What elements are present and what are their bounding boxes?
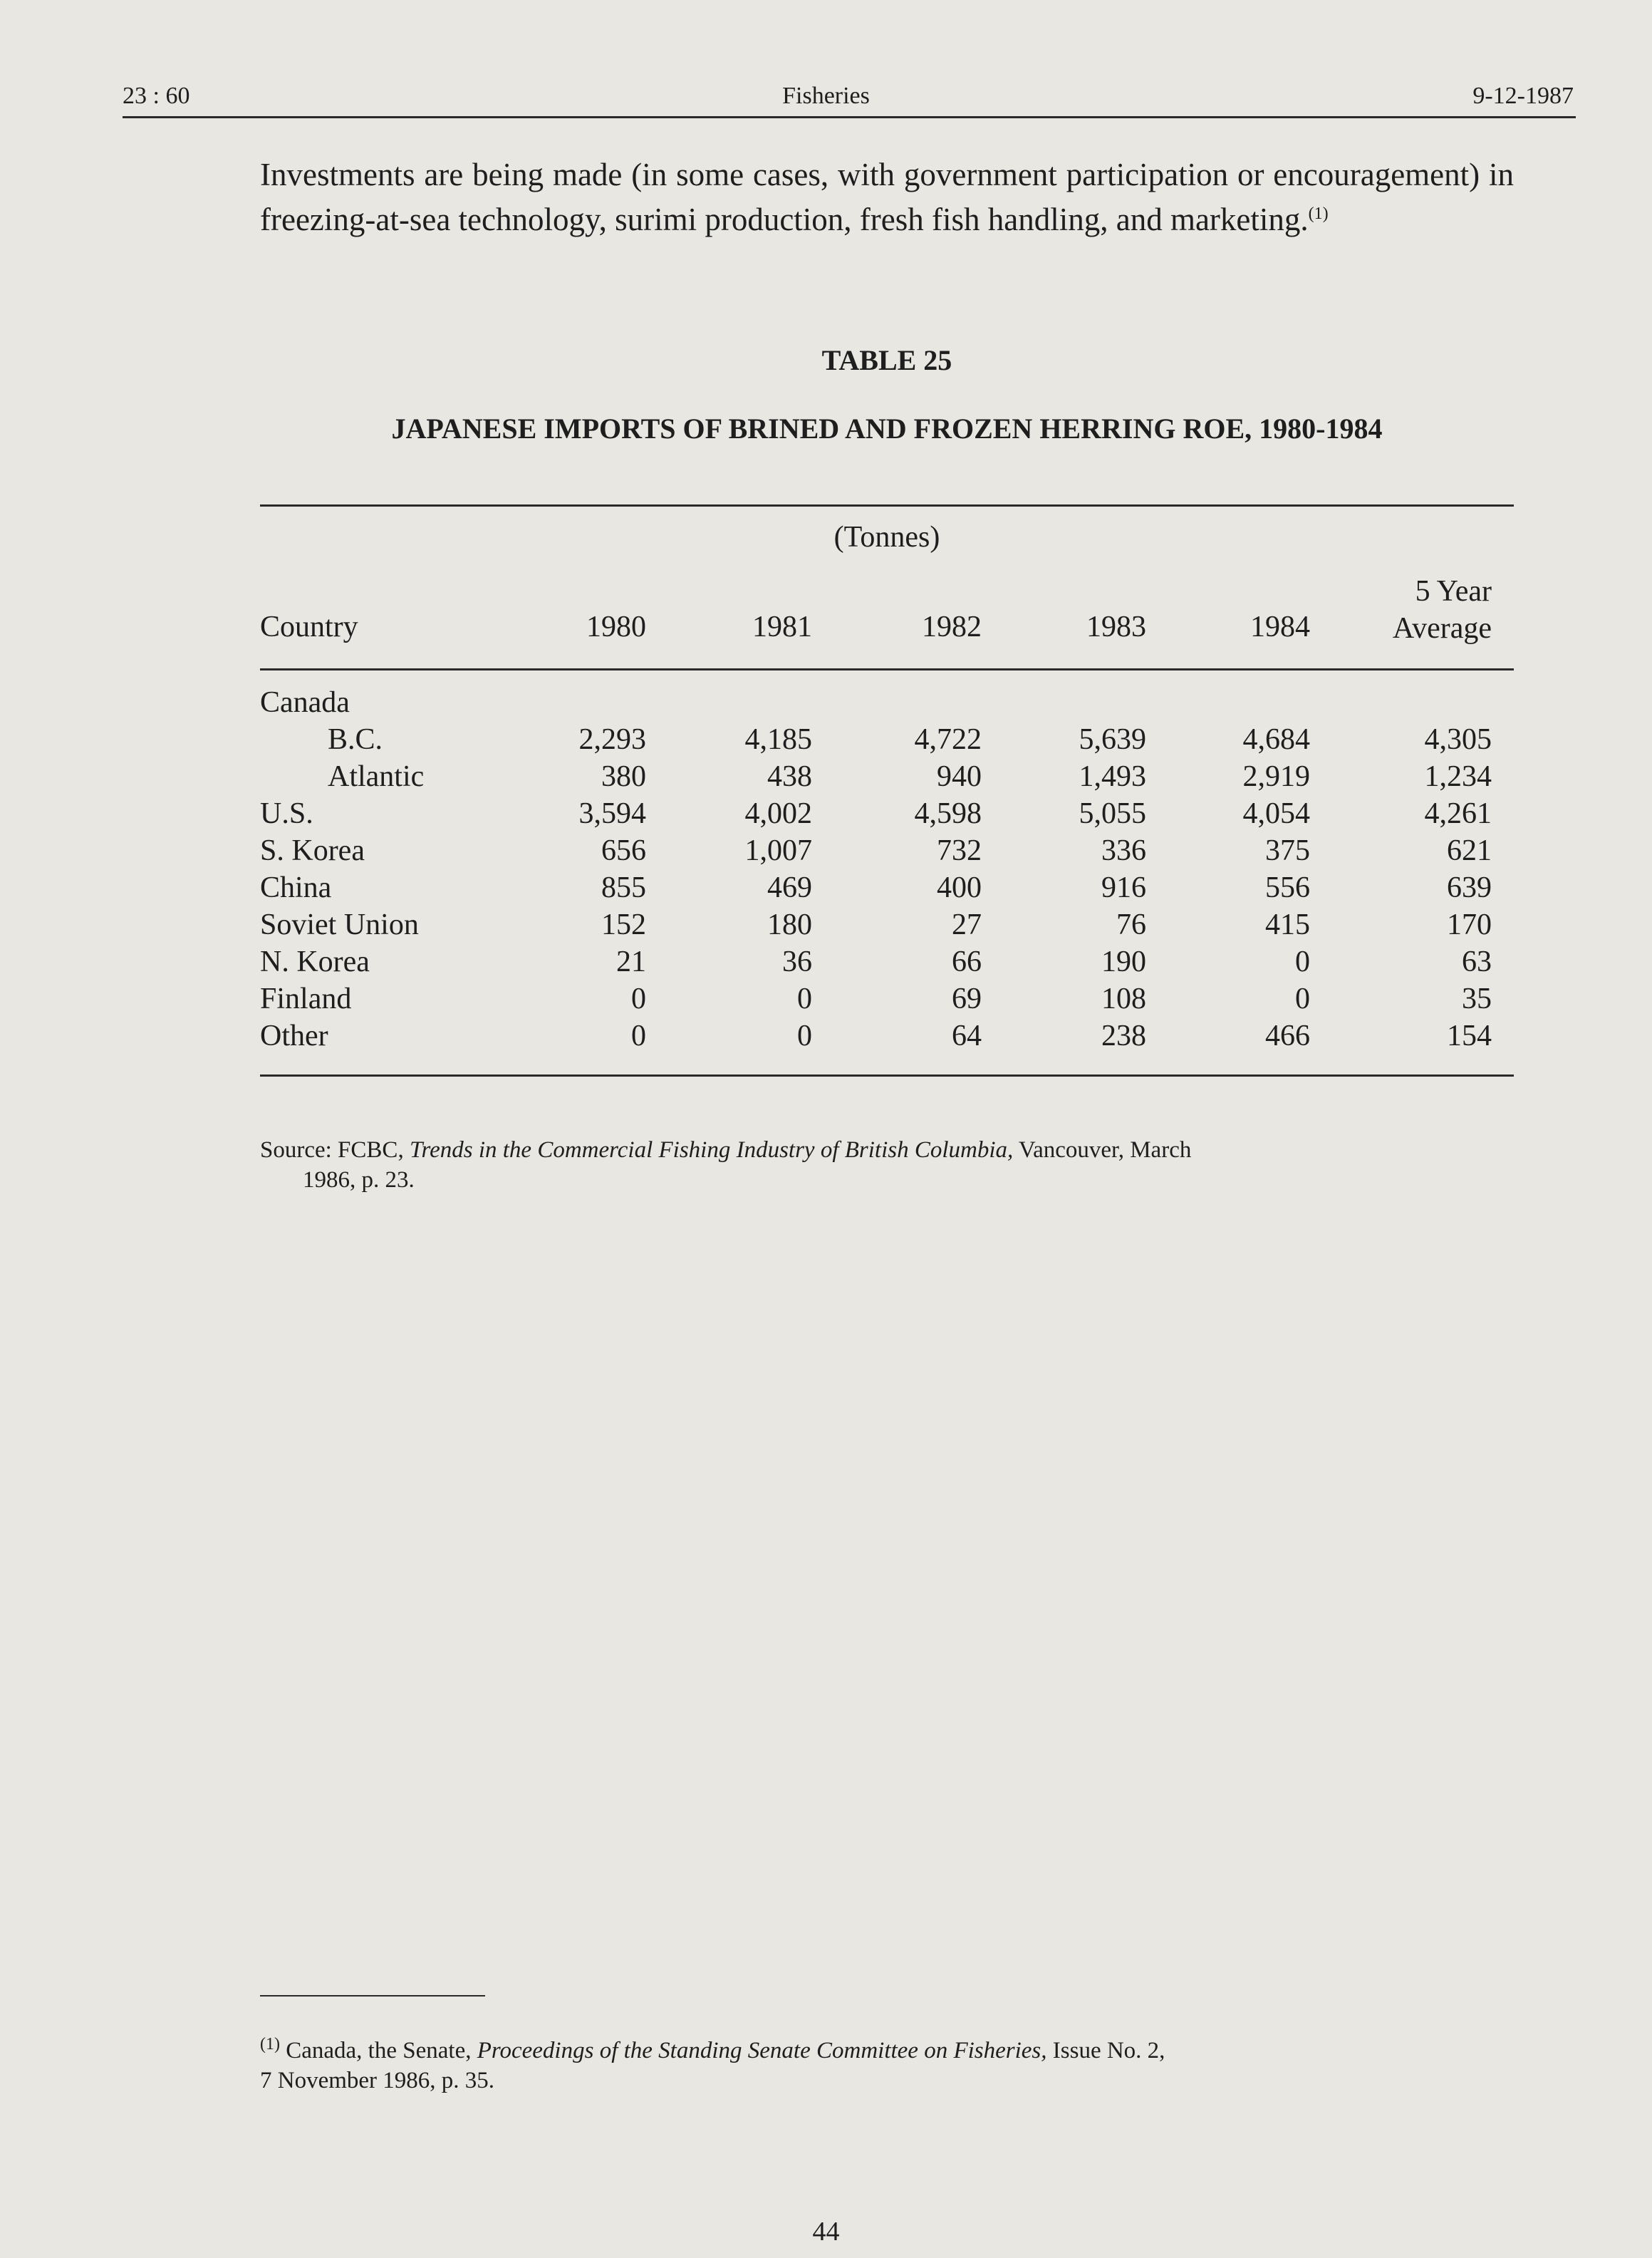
table-cell: 4,054 — [1242, 797, 1311, 830]
column-header-1980: 1980 — [586, 611, 646, 643]
table-cell: 27 — [952, 908, 982, 941]
footnote-prefix: Canada, the Senate, — [279, 2038, 477, 2063]
table-top-rule — [260, 504, 1514, 507]
table-cell: 0 — [797, 983, 812, 1015]
table-cell: 1,007 — [744, 834, 813, 867]
row-label: China — [260, 871, 332, 904]
row-label: Other — [260, 1020, 328, 1052]
table-cell: 35 — [1462, 983, 1492, 1015]
table-cell: 0 — [1295, 983, 1310, 1015]
table-cell: 916 — [1101, 871, 1146, 904]
table-cell: 556 — [1265, 871, 1310, 904]
table-cell: 4,722 — [914, 723, 982, 756]
table-cell: 2,919 — [1242, 760, 1311, 793]
column-header-1982: 1982 — [922, 611, 982, 643]
table-cell: 4,684 — [1242, 723, 1311, 756]
table-cell: 238 — [1101, 1020, 1146, 1052]
row-label: Canada — [260, 686, 350, 719]
header-page-ref: 23 : 60 — [123, 83, 190, 109]
table-cell: 336 — [1101, 834, 1146, 867]
table-cell: 0 — [631, 983, 646, 1015]
source-line2: 1986, p. 23. — [303, 1167, 415, 1193]
row-label: Finland — [260, 983, 352, 1015]
table-cell: 732 — [937, 834, 982, 867]
column-header-1981: 1981 — [752, 611, 812, 643]
table-cell: 5,639 — [1079, 723, 1147, 756]
row-label: Soviet Union — [260, 908, 419, 941]
table-cell: 375 — [1265, 834, 1310, 867]
footnote-suffix: Issue No. 2, — [1046, 2038, 1165, 2063]
table-cell: 180 — [767, 908, 812, 941]
body-text: Investments are being made (in some case… — [260, 157, 1514, 237]
table-cell: 855 — [601, 871, 646, 904]
table-cell: 0 — [631, 1020, 646, 1052]
table-cell: 64 — [952, 1020, 982, 1052]
table-cell: 380 — [601, 760, 646, 793]
footnote-line2: 7 November 1986, p. 35. — [260, 2068, 495, 2093]
row-label: U.S. — [260, 797, 313, 830]
table-cell: 170 — [1447, 908, 1492, 941]
table-cell: 152 — [601, 908, 646, 941]
source-suffix: Vancouver, March — [1013, 1137, 1192, 1163]
table-title: JAPANESE IMPORTS OF BRINED AND FROZEN HE… — [391, 413, 1383, 445]
table-cell: 69 — [952, 983, 982, 1015]
table-cell: 438 — [767, 760, 812, 793]
row-label: B.C. — [328, 723, 383, 756]
table-cell: 469 — [767, 871, 812, 904]
footnote-rule — [260, 1995, 485, 1997]
table-cell: 4,002 — [744, 797, 813, 830]
table-cell: 4,305 — [1424, 723, 1492, 756]
table-header-rule — [260, 668, 1514, 670]
row-label: Atlantic — [328, 760, 425, 793]
table-cell: 621 — [1447, 834, 1492, 867]
footnote-title: Proceedings of the Standing Senate Commi… — [477, 2038, 1047, 2063]
table-source: Source: FCBC, Trends in the Commercial F… — [260, 1135, 1514, 1195]
table-cell: 108 — [1101, 983, 1146, 1015]
table-cell: 656 — [601, 834, 646, 867]
table-cell: 639 — [1447, 871, 1492, 904]
column-header-country: Country — [260, 611, 358, 643]
column-header-1984: 1984 — [1250, 611, 1310, 643]
header-date: 9-12-1987 — [1472, 83, 1574, 109]
table-cell: 76 — [1116, 908, 1146, 941]
footnote-marker: (1) — [260, 2035, 280, 2054]
table-cell: 3,594 — [578, 797, 647, 830]
row-label: S. Korea — [260, 834, 365, 867]
source-prefix: Source: FCBC, — [260, 1137, 410, 1163]
table-cell: 2,293 — [578, 723, 647, 756]
table-cell: 400 — [937, 871, 982, 904]
table-cell: 4,261 — [1424, 797, 1492, 830]
column-header-1983: 1983 — [1086, 611, 1146, 643]
table-cell: 5,055 — [1079, 797, 1147, 830]
header-title: Fisheries — [782, 83, 870, 109]
table-cell: 36 — [782, 946, 812, 978]
table-cell: 415 — [1265, 908, 1310, 941]
row-label: N. Korea — [260, 946, 370, 978]
column-header-average: Average — [1392, 612, 1492, 645]
table-cell: 21 — [616, 946, 646, 978]
page-number: 44 — [812, 2217, 840, 2247]
table-cell: 466 — [1265, 1020, 1310, 1052]
table-cell: 66 — [952, 946, 982, 978]
table-cell: 4,185 — [744, 723, 813, 756]
table-cell: 940 — [937, 760, 982, 793]
footnote-ref: (1) — [1308, 204, 1329, 223]
column-header-5year: 5 Year — [1415, 575, 1492, 608]
table-cell: 0 — [1295, 946, 1310, 978]
table-cell: 4,598 — [914, 797, 982, 830]
table-unit: (Tonnes) — [833, 521, 940, 554]
footnote: (1) Canada, the Senate, Proceedings of t… — [260, 2029, 1514, 2096]
table-cell: 190 — [1101, 946, 1146, 978]
table-number: TABLE 25 — [821, 344, 952, 376]
source-title: Trends in the Commercial Fishing Industr… — [409, 1137, 1014, 1163]
table-cell: 1,234 — [1424, 760, 1492, 793]
body-paragraph: Investments are being made (in some case… — [260, 155, 1514, 239]
table-cell: 0 — [797, 1020, 812, 1052]
header-rule — [123, 116, 1576, 118]
table-cell: 1,493 — [1079, 760, 1147, 793]
table-cell: 63 — [1462, 946, 1492, 978]
table-bottom-rule — [260, 1074, 1514, 1077]
table-cell: 154 — [1447, 1020, 1492, 1052]
